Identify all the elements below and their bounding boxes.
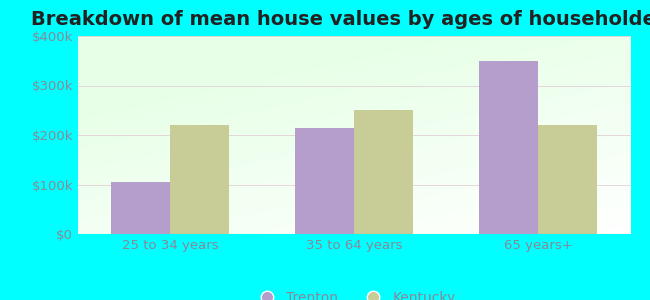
Bar — [295, 128, 354, 234]
Bar — [354, 110, 413, 234]
Bar — [480, 61, 538, 234]
Legend: Trenton, Kentucky: Trenton, Kentucky — [247, 285, 462, 300]
Title: Breakdown of mean house values by ages of householders: Breakdown of mean house values by ages o… — [31, 10, 650, 29]
Bar — [170, 125, 229, 234]
Bar — [111, 182, 170, 234]
Bar — [538, 125, 597, 234]
